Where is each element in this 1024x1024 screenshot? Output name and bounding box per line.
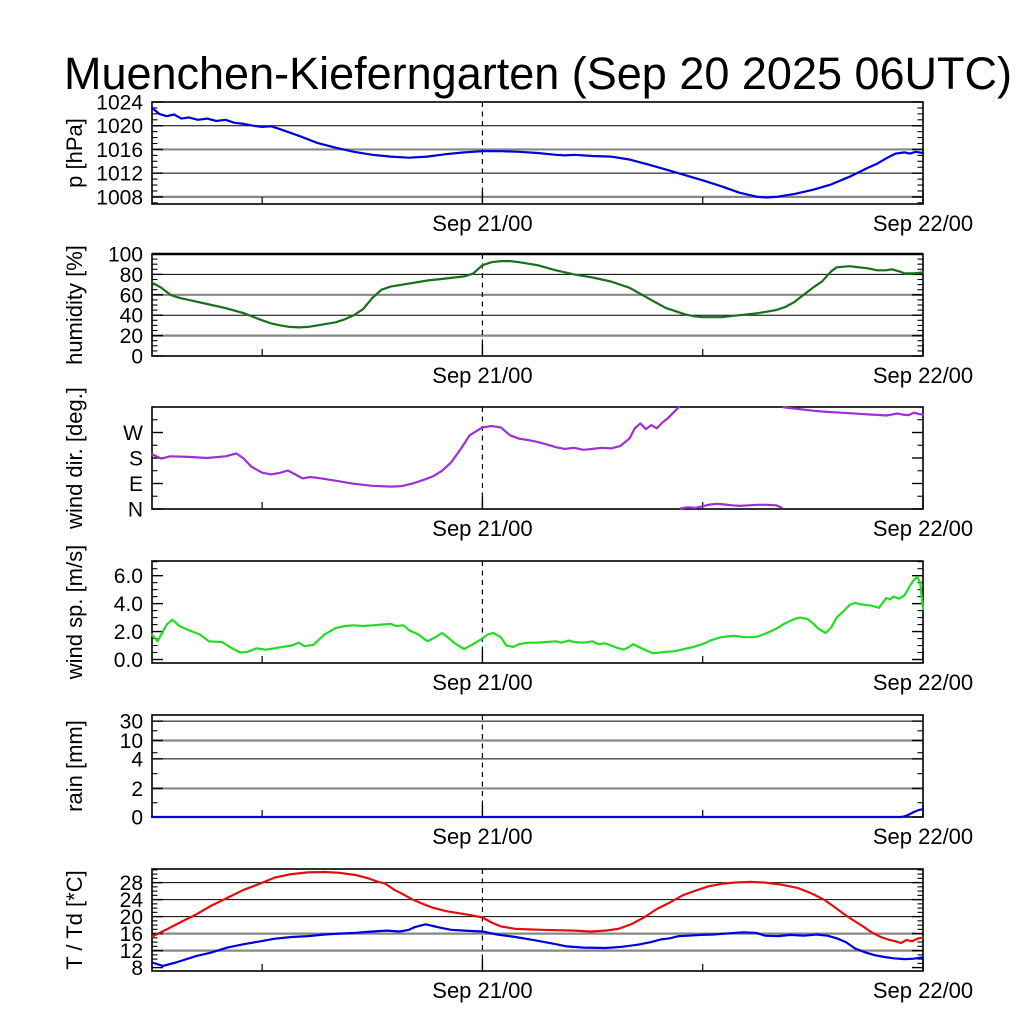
wind-direction-ytick-label: N	[128, 499, 143, 522]
wind-direction-ytick-label: W	[123, 422, 143, 445]
panel-border-temperature-dewpoint	[151, 868, 924, 972]
panel-border-rain	[151, 714, 924, 818]
rain-ytick-label: 0	[131, 807, 143, 830]
wind-speed-ytick-label: 0.0	[114, 649, 143, 672]
pressure-ytick-label: 1020	[96, 115, 143, 138]
pressure-xtick-label: Sep 22/00	[873, 211, 973, 236]
humidity-ytick-label: 20	[120, 325, 143, 348]
wind-speed-ytick-label: 2.0	[114, 621, 143, 644]
temperature-dewpoint-ytick-label: 24	[120, 889, 144, 912]
wind-direction-seg3-line	[782, 406, 924, 417]
wind-direction-axis-title: wind dir. [deg.]	[62, 387, 87, 530]
pressure-xtick-label: Sep 21/00	[432, 211, 532, 236]
dewpoint-line	[151, 923, 924, 968]
humidity-ytick-label: 100	[108, 244, 143, 267]
humidity-ytick-label: 40	[120, 305, 143, 328]
humidity-ytick-label: 60	[120, 284, 143, 307]
wind-direction-ytick-label: S	[129, 448, 143, 471]
temperature-dewpoint-ytick-label: 12	[120, 940, 143, 963]
wind-speed-xtick-label: Sep 21/00	[432, 670, 532, 695]
panel-border-wind-direction	[151, 406, 924, 510]
wind-direction-seg2-line	[679, 502, 783, 510]
temperature-dewpoint-ytick-label: 20	[120, 906, 143, 929]
temperature-dewpoint-xtick-label: Sep 21/00	[432, 978, 532, 1003]
panel-wind-speed: 0.0 2.0 4.0 6.0 wind sp. [m/s] Sep 21/00 Sep 2…	[62, 545, 973, 695]
rain-ytick-label: 2	[131, 778, 143, 801]
wind-speed-line	[151, 575, 924, 655]
pressure-line	[151, 106, 924, 199]
wind-direction-ytick-label: E	[129, 473, 143, 496]
pressure-ytick-label: 1012	[96, 163, 143, 186]
humidity-axis-title: humidity [%]	[62, 245, 87, 365]
temperature-dewpoint-xtick-label: Sep 22/00	[873, 978, 973, 1003]
wind-direction-seg1-line	[151, 405, 681, 488]
pressure-ytick-label: 1016	[96, 139, 143, 162]
wind-speed-xtick-label: Sep 22/00	[873, 670, 973, 695]
rain-ytick-label: 4	[131, 748, 143, 771]
pressure-axis-title: p [hPa]	[62, 118, 87, 188]
humidity-xtick-label: Sep 22/00	[873, 363, 973, 388]
rain-ytick-label: 10	[120, 730, 143, 753]
panel-border-wind-speed	[151, 560, 924, 664]
humidity-ytick-label: 80	[120, 264, 143, 287]
pressure-ytick-label: 1008	[96, 186, 143, 209]
rain-line	[151, 807, 924, 819]
wind-direction-xtick-label: Sep 21/00	[432, 516, 532, 541]
humidity-xtick-label: Sep 21/00	[432, 363, 532, 388]
rain-xtick-label: Sep 22/00	[873, 824, 973, 849]
rain-xtick-label: Sep 21/00	[432, 824, 532, 849]
pressure-ytick-label: 1024	[96, 92, 143, 115]
humidity-ytick-label: 0	[131, 346, 143, 369]
rain-axis-title: rain [mm]	[62, 720, 87, 812]
wind-direction-xtick-label: Sep 22/00	[873, 516, 973, 541]
humidity-line	[151, 260, 924, 329]
wind-speed-ytick-label: 6.0	[114, 565, 143, 588]
temperature-dewpoint-axis-title: T / Td [*C]	[62, 870, 87, 969]
wind-speed-axis-title: wind sp. [m/s]	[62, 545, 87, 680]
temperature-line	[151, 870, 924, 945]
chart-title: Muenchen-Kieferngarten (Sep 20 2025 06UT…	[63, 48, 1013, 100]
rain-ytick-label: 30	[120, 711, 143, 734]
temperature-dewpoint-ytick-label: 8	[131, 957, 143, 980]
panel-border-humidity	[151, 253, 924, 357]
temperature-dewpoint-ytick-label: 16	[120, 923, 143, 946]
wind-speed-ytick-label: 4.0	[114, 593, 143, 616]
temperature-dewpoint-ytick-label: 28	[120, 872, 143, 895]
